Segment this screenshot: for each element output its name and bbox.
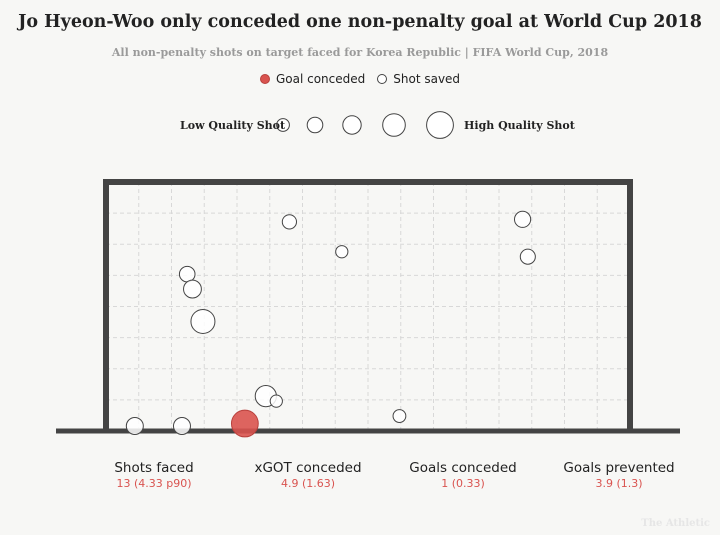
size-legend (276, 111, 454, 139)
size-legend-circle (382, 113, 406, 137)
legend-saved-label: Shot saved (393, 72, 461, 86)
color-legend: Goal conceded Shot saved (0, 72, 720, 86)
low-quality-label: Low Quality Shot (180, 119, 286, 132)
stat-label: Goals prevented (563, 460, 675, 476)
shot-saved-point (125, 417, 144, 436)
stat-value: 4.9 (1.63) (280, 477, 336, 490)
size-legend-circle (426, 111, 454, 139)
goal-conceded-point (230, 409, 259, 438)
stat-label: xGOT conceded (254, 460, 362, 476)
saved-dot-icon (377, 74, 388, 84)
stat-value: 3.9 (1.3) (595, 477, 643, 490)
credit-logo: The Athletic (641, 518, 710, 529)
goal-dot-icon (259, 74, 270, 84)
stat-shots-faced: Shots faced 13 (4.33 p90) (74, 460, 234, 490)
legend-goal-label: Goal conceded (275, 72, 366, 86)
stat-xgot-conceded: xGOT conceded 4.9 (1.63) (228, 460, 388, 490)
stat-goals-prevented: Goals prevented 3.9 (1.3) (539, 460, 699, 490)
legend-saved: Shot saved (377, 72, 460, 86)
goal-posts-crossbar (103, 179, 633, 431)
chart-title: Jo Hyeon-Woo only conceded one non-penal… (18, 12, 702, 32)
size-legend-circle (306, 116, 324, 134)
shot-saved-point (269, 394, 283, 408)
shot-saved-point (519, 248, 536, 265)
stat-value: 13 (4.33 p90) (116, 477, 192, 490)
chart-grid (106, 182, 630, 431)
stat-value: 1 (0.33) (441, 477, 485, 490)
shot-saved-point (172, 417, 191, 436)
shot-saved-point (183, 279, 202, 299)
size-legend-circle (276, 118, 290, 132)
chart-subtitle: All non-penalty shots on target faced fo… (111, 46, 609, 59)
shot-saved-point (281, 214, 297, 230)
stat-label: Goals conceded (409, 460, 517, 476)
size-legend-circle (342, 115, 362, 135)
goal-frame (56, 179, 680, 434)
shot-saved-point (178, 265, 196, 283)
shot-saved-point (392, 409, 407, 423)
stat-goals-conceded: Goals conceded 1 (0.33) (383, 460, 543, 490)
shot-saved-point (190, 308, 216, 334)
shot-saved-point (514, 210, 532, 228)
shot-saved-point (335, 245, 349, 259)
stat-label: Shots faced (114, 460, 194, 476)
legend-goal: Goal conceded (259, 72, 366, 86)
high-quality-label: High Quality Shot (464, 119, 575, 132)
shot-markers (125, 210, 536, 438)
